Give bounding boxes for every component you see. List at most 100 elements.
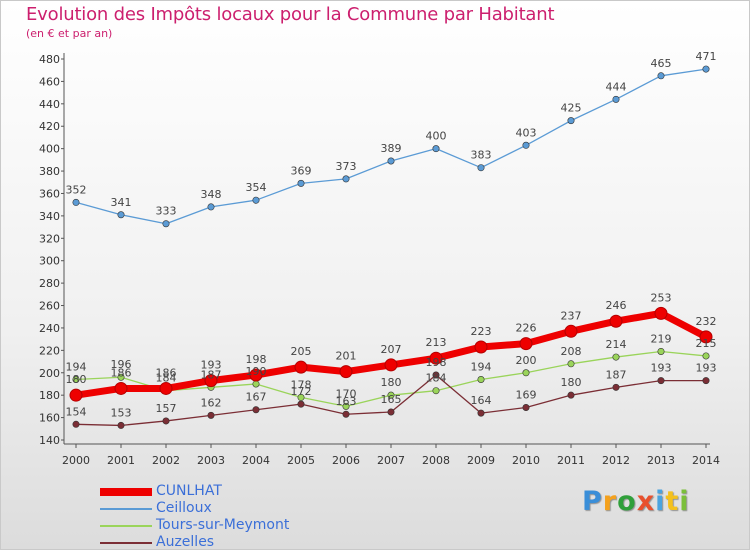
data-label-ceilloux: 383 xyxy=(471,149,492,162)
data-point-ceilloux xyxy=(162,220,170,228)
data-point-auzelles xyxy=(72,420,80,428)
x-tick-label: 2009 xyxy=(467,454,495,467)
logo-letter: i xyxy=(679,486,690,517)
data-label-tours-sur-meymont: 200 xyxy=(516,354,537,367)
data-label-auzelles: 187 xyxy=(606,368,627,381)
x-tick-label: 2012 xyxy=(602,454,630,467)
legend-swatch xyxy=(100,525,152,527)
data-point-ceilloux xyxy=(477,164,485,172)
legend-item-tours-sur-meymont: Tours-sur-Meymont xyxy=(100,517,360,535)
data-point-cunlhat xyxy=(384,358,398,372)
data-point-cunlhat xyxy=(204,374,218,388)
x-tick-label: 2008 xyxy=(422,454,450,467)
data-point-cunlhat xyxy=(609,314,623,328)
x-tick-label: 2014 xyxy=(692,454,720,467)
x-tick-label: 2006 xyxy=(332,454,360,467)
data-label-auzelles: 157 xyxy=(156,402,177,415)
data-label-ceilloux: 348 xyxy=(201,188,222,201)
y-tick-label: 300 xyxy=(39,255,60,268)
legend-swatch xyxy=(100,488,152,496)
data-label-cunlhat: 207 xyxy=(381,343,402,356)
x-tick-label: 2002 xyxy=(152,454,180,467)
data-label-cunlhat: 186 xyxy=(111,366,132,379)
x-tick-label: 2005 xyxy=(287,454,315,467)
data-point-cunlhat xyxy=(699,330,713,344)
data-point-auzelles xyxy=(252,406,260,414)
data-point-auzelles xyxy=(117,421,125,429)
data-label-tours-sur-meymont: 184 xyxy=(156,372,177,385)
data-label-cunlhat: 223 xyxy=(471,325,492,338)
y-tick-label: 220 xyxy=(39,344,60,357)
data-label-auzelles: 164 xyxy=(471,394,492,407)
logo-letter: t xyxy=(665,486,680,517)
data-label-cunlhat: 246 xyxy=(606,299,627,312)
legend-label: Ceilloux xyxy=(156,500,212,516)
y-tick-label: 140 xyxy=(39,434,60,447)
x-tick-label: 2013 xyxy=(647,454,675,467)
x-tick-label: 2004 xyxy=(242,454,270,467)
data-point-tours-sur-meymont xyxy=(252,380,260,388)
data-label-ceilloux: 352 xyxy=(66,183,87,196)
data-point-tours-sur-meymont xyxy=(432,387,440,395)
data-point-auzelles xyxy=(297,400,305,408)
data-label-tours-sur-meymont: 208 xyxy=(561,345,582,358)
data-label-auzelles: 165 xyxy=(381,393,402,406)
data-label-ceilloux: 465 xyxy=(651,57,672,70)
data-label-tours-sur-meymont: 196 xyxy=(111,358,132,371)
legend-item-ceilloux: Ceilloux xyxy=(100,500,360,518)
logo-letter: x xyxy=(636,486,656,517)
data-point-ceilloux xyxy=(297,179,305,187)
chart-title: Evolution des Impôts locaux pour la Comm… xyxy=(26,4,555,25)
data-point-ceilloux xyxy=(612,95,620,103)
data-label-tours-sur-meymont: 187 xyxy=(201,368,222,381)
data-label-ceilloux: 425 xyxy=(561,102,582,115)
legend-swatch xyxy=(100,508,152,510)
data-label-tours-sur-meymont: 194 xyxy=(66,360,87,373)
data-point-cunlhat xyxy=(294,360,308,374)
data-label-tours-sur-meymont: 190 xyxy=(246,365,267,378)
y-tick-label: 440 xyxy=(39,98,60,111)
y-tick-label: 320 xyxy=(39,232,60,245)
data-point-cunlhat xyxy=(474,340,488,354)
data-point-cunlhat xyxy=(564,324,578,338)
proxiti-logo: Proxiti xyxy=(582,486,690,517)
data-point-cunlhat xyxy=(429,351,443,365)
y-tick-label: 360 xyxy=(39,187,60,200)
data-point-tours-sur-meymont xyxy=(117,373,125,381)
data-point-tours-sur-meymont xyxy=(612,353,620,361)
data-label-auzelles: 193 xyxy=(651,362,672,375)
data-label-ceilloux: 373 xyxy=(336,160,357,173)
data-label-ceilloux: 333 xyxy=(156,205,177,218)
data-label-cunlhat: 186 xyxy=(156,366,177,379)
data-point-tours-sur-meymont xyxy=(567,360,575,368)
y-tick-label: 340 xyxy=(39,210,60,223)
data-label-cunlhat: 205 xyxy=(291,345,312,358)
data-label-ceilloux: 471 xyxy=(696,50,717,63)
data-point-auzelles xyxy=(522,404,530,412)
data-point-cunlhat xyxy=(159,381,173,395)
chart-subtitle: (en € et par an) xyxy=(26,27,113,40)
chart-legend: CUNLHAT Ceilloux Tours-sur-Meymont Auzelles xyxy=(100,483,360,552)
data-label-ceilloux: 389 xyxy=(381,142,402,155)
y-tick-label: 200 xyxy=(39,367,60,380)
data-label-tours-sur-meymont: 170 xyxy=(336,387,357,400)
data-label-tours-sur-meymont: 180 xyxy=(381,376,402,389)
data-point-auzelles xyxy=(477,409,485,417)
data-point-tours-sur-meymont xyxy=(387,391,395,399)
data-label-cunlhat: 198 xyxy=(246,353,267,366)
data-point-ceilloux xyxy=(657,72,665,80)
legend-swatch xyxy=(100,542,152,544)
data-point-ceilloux xyxy=(117,211,125,219)
x-tick-label: 2011 xyxy=(557,454,585,467)
x-tick-label: 2000 xyxy=(62,454,90,467)
y-tick-label: 400 xyxy=(39,143,60,156)
legend-label: CUNLHAT xyxy=(156,483,222,499)
data-point-auzelles xyxy=(612,383,620,391)
data-label-tours-sur-meymont: 184 xyxy=(426,372,447,385)
data-label-cunlhat: 253 xyxy=(651,291,672,304)
x-tick-label: 2003 xyxy=(197,454,225,467)
x-tick-label: 2010 xyxy=(512,454,540,467)
data-point-auzelles xyxy=(387,408,395,416)
data-label-auzelles: 169 xyxy=(516,389,537,402)
data-point-tours-sur-meymont xyxy=(297,393,305,401)
